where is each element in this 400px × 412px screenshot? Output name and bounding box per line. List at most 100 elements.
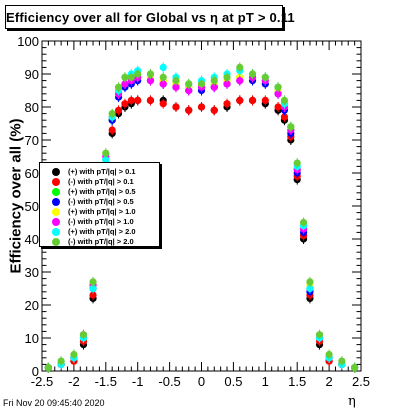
data-point xyxy=(351,364,359,372)
legend-marker xyxy=(52,188,60,196)
y-tick-label: 40 xyxy=(25,232,39,247)
legend-entry: (-) with pT/|q| > 2.0 xyxy=(40,237,161,247)
legend-marker xyxy=(52,198,60,206)
legend-entry: (-) with pT/|q| > 0.5 xyxy=(40,197,161,207)
data-point xyxy=(185,106,193,114)
x-tick-label: 1.5 xyxy=(288,374,306,389)
data-point xyxy=(306,278,314,286)
data-point xyxy=(134,96,142,104)
legend-entry: (+) with pT/|q| > 1.0 xyxy=(40,207,161,217)
y-tick-label: 10 xyxy=(25,331,39,346)
legend-entry: (+) with pT/|q| > 0.5 xyxy=(40,187,161,197)
data-point xyxy=(287,123,295,131)
data-point xyxy=(172,77,180,85)
y-tick-label: 30 xyxy=(25,265,39,280)
data-point xyxy=(114,83,123,91)
x-tick-label: 0 xyxy=(198,374,205,389)
legend-marker xyxy=(52,168,60,176)
data-point xyxy=(108,110,116,118)
data-point xyxy=(315,331,324,339)
x-tick-label: 0.5 xyxy=(224,374,242,389)
y-tick-label: 80 xyxy=(25,100,39,115)
y-tick-label: 60 xyxy=(25,166,39,181)
data-point xyxy=(172,103,180,111)
data-point xyxy=(70,350,78,359)
data-point xyxy=(89,284,97,293)
legend-marker xyxy=(52,228,60,236)
data-point xyxy=(223,73,231,81)
legend-marker xyxy=(52,208,60,216)
legend-label: (-) with pT/|q| > 0.1 xyxy=(68,177,134,186)
data-point xyxy=(299,218,308,227)
data-point xyxy=(108,126,116,134)
data-point xyxy=(89,278,97,286)
legend-entry: (-) with pT/|q| > 0.1 xyxy=(40,177,161,187)
data-point xyxy=(248,70,257,78)
data-point xyxy=(44,364,52,372)
y-tick-label: 0 xyxy=(32,364,39,379)
legend-label: (+) with pT/|q| > 1.0 xyxy=(68,207,136,216)
y-tick-label: 20 xyxy=(25,298,39,313)
data-point xyxy=(114,106,123,114)
data-point xyxy=(159,63,167,71)
y-tick-label: 50 xyxy=(25,199,39,214)
data-point xyxy=(223,80,231,88)
data-point xyxy=(127,96,135,104)
data-point xyxy=(293,159,301,167)
data-point xyxy=(197,103,206,111)
data-point xyxy=(89,291,97,299)
legend-label: (+) with pT/|q| > 0.1 xyxy=(68,167,136,176)
y-axis-label: Efficiency over all (%) xyxy=(7,118,25,274)
data-point xyxy=(159,73,167,81)
legend-entry: (+) with pT/|q| > 2.0 xyxy=(40,227,161,237)
y-tick-label: 70 xyxy=(25,133,39,148)
data-point xyxy=(280,113,289,121)
data-point xyxy=(274,103,282,111)
series-8 xyxy=(44,62,359,373)
chart-title-box: Efficiency over all for Global vs η at p… xyxy=(5,5,295,29)
legend-entry: (-) with pT/|q| > 1.0 xyxy=(40,217,161,227)
x-tick-label: 2.5 xyxy=(352,374,370,389)
data-point xyxy=(102,149,110,157)
data-point xyxy=(325,350,333,359)
x-tick-label: 2 xyxy=(325,374,332,389)
x-tick-label: -1 xyxy=(132,374,144,389)
x-tick-label: 1 xyxy=(262,374,269,389)
data-point xyxy=(210,77,218,85)
data-point xyxy=(121,73,129,81)
data-point xyxy=(57,357,65,365)
data-point xyxy=(236,96,244,104)
data-point xyxy=(172,83,180,91)
data-point xyxy=(248,96,257,104)
data-point xyxy=(79,331,88,339)
data-point xyxy=(274,83,282,91)
legend-label: (+) with pT/|q| > 0.5 xyxy=(68,187,136,196)
data-point xyxy=(210,83,218,91)
legend-marker xyxy=(52,238,60,246)
y-tick-label: 90 xyxy=(25,67,39,82)
x-tick-label: -2.5 xyxy=(31,374,53,389)
data-point xyxy=(102,156,110,164)
y-tick-label: 100 xyxy=(17,34,39,49)
x-tick-label: -0.5 xyxy=(158,374,180,389)
data-point xyxy=(159,100,167,108)
x-tick-label: -1.5 xyxy=(95,374,117,389)
data-point xyxy=(159,80,167,88)
legend-entry: (+) with pT/|q| > 0.1 xyxy=(40,167,161,177)
legend: (+) with pT/|q| > 0.1 (-) with pT/|q| > 0… xyxy=(39,162,160,247)
timestamp: Fri Nov 20 09:45:40 2020 xyxy=(3,398,105,408)
data-point xyxy=(121,100,129,108)
legend-label: (-) with pT/|q| > 0.5 xyxy=(68,197,134,206)
data-point xyxy=(274,90,282,98)
legend-label: (-) with pT/|q| > 2.0 xyxy=(68,237,134,246)
data-point xyxy=(121,80,129,88)
legend-label: (+) with pT/|q| > 2.0 xyxy=(68,227,136,236)
data-point xyxy=(197,80,206,88)
data-point xyxy=(261,96,269,104)
data-point xyxy=(223,100,231,108)
legend-label: (-) with pT/|q| > 1.0 xyxy=(68,217,134,226)
x-axis-label: η xyxy=(348,394,356,409)
data-point xyxy=(306,284,314,293)
data-point xyxy=(210,106,218,114)
data-point xyxy=(185,80,193,88)
